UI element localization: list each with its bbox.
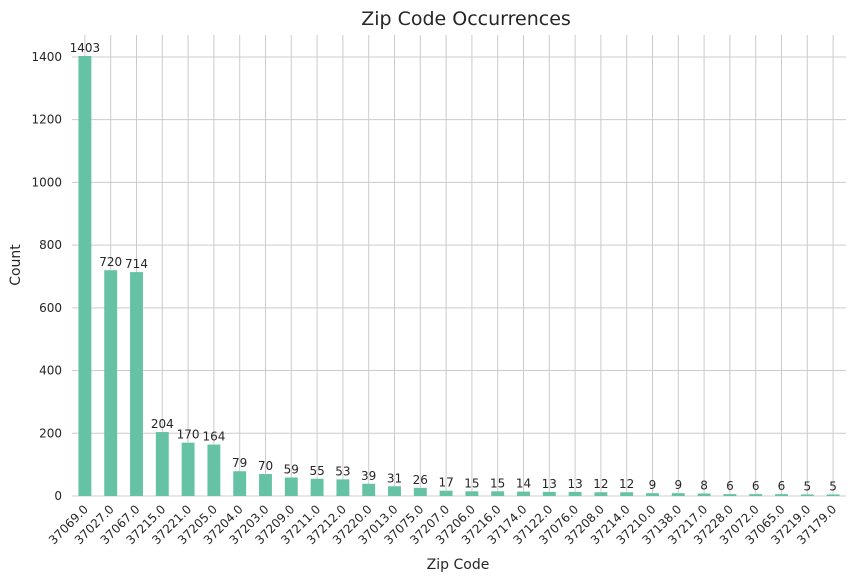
bar <box>646 493 659 496</box>
chart-title: Zip Code Occurrences <box>361 8 571 30</box>
bar-value-label: 6 <box>726 479 734 493</box>
bar-value-label: 204 <box>151 417 174 431</box>
bar <box>78 56 92 496</box>
bar <box>388 486 401 496</box>
bar-value-label: 17 <box>438 476 453 490</box>
bars-group <box>78 56 840 496</box>
bar <box>723 494 737 496</box>
bar-value-label: 79 <box>232 456 247 470</box>
y-tick-label: 600 <box>39 301 62 315</box>
y-tick-label: 0 <box>54 489 62 503</box>
bar-value-label: 55 <box>309 464 324 478</box>
y-tick-label: 1200 <box>31 113 62 127</box>
x-axis-ticks: 37069.037027.037067.037215.037221.037205… <box>46 502 839 547</box>
bar <box>207 444 221 496</box>
bar-value-label: 12 <box>619 477 634 491</box>
bar <box>749 494 763 496</box>
bar <box>362 483 376 496</box>
bar <box>697 493 711 496</box>
y-tick-label: 1000 <box>31 175 62 189</box>
bar-value-label: 15 <box>490 476 505 490</box>
bar-value-label: 9 <box>649 478 657 492</box>
bar-value-label: 720 <box>99 255 122 269</box>
bar-value-label: 59 <box>284 462 299 476</box>
bar <box>800 494 814 496</box>
bar <box>181 442 195 496</box>
bar-value-label: 13 <box>542 477 557 491</box>
bar-value-label: 5 <box>829 479 837 493</box>
bar-value-label: 26 <box>413 473 428 487</box>
bar <box>465 491 479 496</box>
y-tick-label: 800 <box>39 238 62 252</box>
bar-value-label: 39 <box>361 469 376 483</box>
y-tick-label: 200 <box>39 426 62 440</box>
bar-value-label: 9 <box>674 478 682 492</box>
bar <box>155 432 169 496</box>
bar-value-label: 53 <box>335 464 350 478</box>
bar <box>568 491 582 496</box>
bar <box>336 479 350 496</box>
bar-value-label: 164 <box>202 430 225 444</box>
bar-value-label: 1403 <box>70 41 101 55</box>
bar-value-label: 8 <box>700 478 708 492</box>
bar <box>233 471 247 496</box>
bar-value-label: 6 <box>752 479 760 493</box>
bar-value-label: 13 <box>567 477 582 491</box>
bar-value-label: 5 <box>803 479 811 493</box>
bar <box>826 494 840 496</box>
bar <box>594 492 608 496</box>
bar <box>491 491 505 496</box>
bar <box>104 270 118 496</box>
bar <box>775 494 788 496</box>
bar <box>517 491 530 496</box>
bar <box>310 478 324 496</box>
bar-value-label: 14 <box>516 477 531 491</box>
y-tick-label: 1400 <box>31 50 62 64</box>
bar-value-label: 170 <box>177 428 200 442</box>
bar-value-label: 70 <box>258 459 273 473</box>
bar-value-label: 6 <box>778 479 786 493</box>
bar <box>259 474 272 496</box>
bar-value-label: 15 <box>464 476 479 490</box>
bar <box>671 493 685 496</box>
y-axis-label: Count <box>8 244 24 286</box>
bar <box>542 491 556 496</box>
bar-value-label: 31 <box>387 471 402 485</box>
bar <box>284 477 298 496</box>
x-axis-label: Zip Code <box>427 557 490 573</box>
y-axis-ticks: 0 200 400 600 800 1000 1200 1400 <box>31 50 62 503</box>
bar-value-label: 12 <box>593 477 608 491</box>
bar <box>620 492 634 496</box>
bar <box>413 487 427 496</box>
y-tick-label: 400 <box>39 364 62 378</box>
bar <box>439 490 453 496</box>
bar-value-label: 714 <box>125 257 148 271</box>
gridlines <box>72 35 846 497</box>
bar <box>130 272 143 496</box>
